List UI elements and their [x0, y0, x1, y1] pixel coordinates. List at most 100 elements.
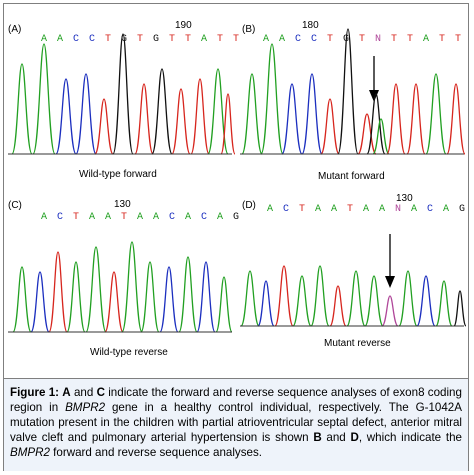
caption-ref-a: A — [62, 386, 71, 399]
trace-peak — [12, 266, 32, 333]
trace-peak — [446, 83, 466, 155]
base-call: A — [262, 34, 269, 45]
base-call: T — [406, 34, 413, 45]
panel-d-position-number: 130 — [396, 193, 413, 204]
base-call: C — [426, 204, 433, 215]
panel-c-chromatogram — [8, 241, 233, 333]
caption-and-1: and — [70, 386, 97, 399]
trace-peak — [372, 118, 390, 155]
trace-peak — [94, 98, 114, 155]
base-call: G — [458, 204, 465, 215]
base-call: A — [152, 212, 159, 223]
panel-d-letter: (D) — [242, 200, 256, 211]
base-call: N — [374, 34, 381, 45]
trace-peak — [30, 271, 50, 333]
figure-caption: Figure 1: A and C indicate the forward a… — [10, 385, 462, 460]
panel-b-chromatogram — [240, 28, 466, 155]
trace-peak — [66, 261, 86, 333]
base-call: A — [378, 204, 385, 215]
base-call: A — [200, 34, 207, 45]
trace-peak — [112, 33, 134, 155]
caption-text-4: forward and reverse sequence analyses. — [49, 446, 262, 459]
base-call: A — [422, 34, 429, 45]
base-call: T — [390, 34, 397, 45]
trace-peak — [435, 280, 453, 327]
base-call: T — [298, 204, 305, 215]
trace-peak — [329, 285, 347, 327]
trace-peak — [337, 28, 359, 155]
base-call: A — [104, 212, 111, 223]
base-call: C — [200, 212, 207, 223]
base-call: T — [72, 212, 79, 223]
panel-c-position-number: 130 — [114, 199, 131, 210]
panel-a-letter: (A) — [8, 24, 22, 35]
base-call: T — [346, 204, 353, 215]
base-call: A — [136, 212, 143, 223]
trace-peak — [425, 73, 447, 155]
trace-peak — [220, 93, 236, 155]
base-call: A — [410, 204, 417, 215]
base-call: A — [442, 204, 449, 215]
trace-peak — [386, 83, 406, 155]
trace-peak — [48, 251, 68, 333]
panel-a-caption: Wild-type forward — [79, 169, 157, 180]
base-call: C — [310, 34, 317, 45]
base-call: A — [40, 34, 47, 45]
base-call: T — [168, 34, 175, 45]
base-call: C — [72, 34, 79, 45]
trace-peak — [320, 98, 340, 155]
trace-peak — [11, 63, 33, 155]
panel-c-letter: (C) — [8, 200, 22, 211]
base-call: C — [168, 212, 175, 223]
base-call: T — [326, 34, 333, 45]
panel-b-caption: Mutant forward — [318, 171, 385, 182]
panel-d-mutation-arrow — [385, 234, 395, 288]
caption-text-2: gene in a healthy control individual, re… — [10, 401, 462, 444]
base-call: A — [278, 34, 285, 45]
trace-peak — [171, 88, 191, 155]
panel-b-letter: (B) — [242, 24, 256, 35]
base-call: T — [104, 34, 111, 45]
trace-peak — [357, 113, 377, 155]
base-call: T — [358, 34, 365, 45]
trace-peak — [416, 275, 436, 327]
panel-d-caption: Mutant reverse — [324, 338, 391, 349]
panel-d-chromatogram — [240, 234, 467, 327]
caption-gene-1: BMPR2 — [65, 401, 106, 414]
trace-peak — [151, 68, 173, 155]
base-call: A — [184, 212, 191, 223]
base-call: T — [216, 34, 223, 45]
caption-ref-c: C — [96, 386, 105, 399]
base-call: N — [394, 204, 401, 215]
trace-peak — [406, 83, 426, 155]
trace-peak — [453, 290, 467, 327]
base-call: C — [56, 212, 63, 223]
base-call: A — [314, 204, 321, 215]
trace-peak — [260, 43, 284, 155]
caption-text-3: , which indicate the — [358, 431, 462, 444]
caption-gene-2: BMPR2 — [10, 446, 50, 459]
base-call: A — [88, 212, 95, 223]
trace-peak — [310, 265, 330, 327]
caption-ref-d: D — [350, 431, 359, 444]
trace-peak — [257, 280, 275, 327]
base-call: T — [136, 34, 143, 45]
trace-peak — [240, 270, 260, 327]
base-call: C — [88, 34, 95, 45]
trace-peak — [366, 93, 386, 155]
trace-peak — [241, 73, 263, 155]
trace-peak — [140, 261, 160, 333]
base-call: A — [216, 212, 223, 223]
base-call: G — [152, 34, 159, 45]
base-call: T — [232, 34, 239, 45]
panel-b-mutation-arrow — [369, 56, 379, 102]
trace-peak — [85, 246, 107, 333]
trace-peak — [215, 276, 233, 333]
base-call: G — [232, 212, 239, 223]
